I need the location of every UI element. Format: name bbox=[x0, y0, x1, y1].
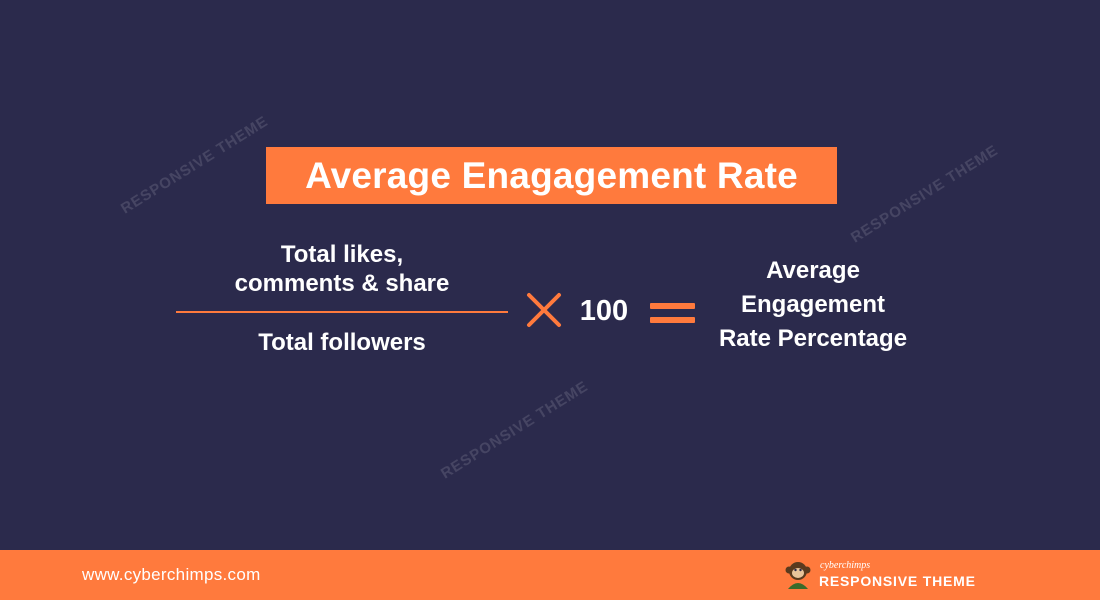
watermark: RESPONSIVE THEME bbox=[848, 142, 1001, 247]
multiplier-value: 100 bbox=[579, 295, 629, 327]
watermark: RESPONSIVE THEME bbox=[118, 113, 271, 218]
monkey-logo-icon bbox=[785, 562, 811, 589]
footer-url-link[interactable]: www.cyberchimps.com bbox=[82, 565, 261, 584]
result-line: Engagement bbox=[740, 291, 886, 318]
result-line: Rate Percentage bbox=[718, 325, 908, 352]
watermark: RESPONSIVE THEME bbox=[438, 378, 591, 483]
infographic-canvas: RESPONSIVE THEME RESPONSIVE THEME RESPON… bbox=[118, 112, 1002, 483]
denominator-text: Total followers bbox=[258, 329, 426, 356]
watermark-brand: RESPONSIVE THEME bbox=[848, 141, 1002, 247]
footer-bar: www.cyberchimps.com cyberchimps RESPONSI… bbox=[0, 550, 1100, 600]
formula-denominator: Total followers bbox=[176, 328, 508, 357]
title-banner: Average Enagagement Rate bbox=[266, 147, 837, 204]
formula-numerator: Total likes, comments & share bbox=[176, 240, 508, 298]
page-title: Average Enagagement Rate bbox=[305, 154, 798, 196]
numerator-line: comments & share bbox=[234, 270, 450, 297]
result-line: Average bbox=[766, 257, 860, 284]
equals-icon bbox=[650, 303, 695, 323]
times-icon bbox=[527, 293, 561, 327]
logo-brand-big: RESPONSIVE THEME bbox=[819, 573, 976, 589]
logo-brand-small: cyberchimps bbox=[820, 560, 871, 571]
watermark-brand: RESPONSIVE THEME bbox=[438, 377, 592, 483]
formula-result: Average Engagement Rate Percentage bbox=[700, 254, 926, 356]
numerator-line: Total likes, bbox=[280, 241, 404, 268]
watermark-brand: RESPONSIVE THEME bbox=[118, 112, 272, 218]
fraction-bar bbox=[176, 311, 508, 313]
footer-logo: cyberchimps RESPONSIVE THEME bbox=[782, 557, 982, 593]
